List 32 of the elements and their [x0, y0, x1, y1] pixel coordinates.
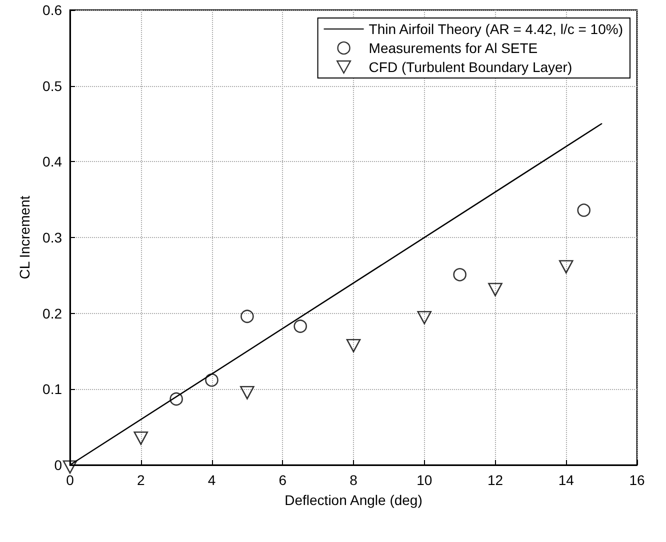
point	[62, 460, 78, 474]
x-tick-label: 10	[416, 472, 432, 488]
x-tick-label: 4	[208, 472, 216, 488]
point	[488, 282, 502, 296]
point	[346, 339, 361, 352]
x-tick-label: 8	[350, 472, 358, 488]
y-tick-label: 0.4	[42, 154, 62, 170]
y-tick-label: 0.2	[42, 305, 62, 322]
point	[134, 432, 148, 445]
y-tick-label: 0.3	[42, 230, 62, 246]
y-tick-label: 0.5	[42, 78, 62, 94]
legend-label: Thin Airfoil Theory (AR = 4.42, l/c = 10%)	[368, 21, 623, 37]
point	[558, 260, 574, 274]
x-tick-label: 2	[136, 472, 145, 488]
x-tick-label: 14	[558, 472, 574, 488]
x-tick-label: 16	[629, 472, 645, 488]
point	[240, 310, 254, 324]
point	[577, 204, 590, 217]
y-axis-title: CL Increment	[16, 196, 33, 280]
y-tick-label: 0.6	[42, 2, 62, 18]
x-tick-label: 0	[66, 472, 74, 488]
point	[417, 310, 432, 324]
y-tick-label: 0	[54, 457, 62, 473]
point	[294, 320, 307, 333]
legend-label: Measurements for Al SETE	[368, 40, 538, 56]
legend-label: CFD (Turbulent Boundary Layer)	[368, 59, 572, 75]
y-tick-label: 0.1	[42, 381, 62, 398]
x-axis-title: Deflection Angle (deg)	[284, 492, 422, 508]
x-tick-label: 6	[278, 472, 287, 488]
point	[240, 386, 254, 400]
point	[453, 268, 466, 282]
x-tick-label: 12	[487, 472, 504, 488]
